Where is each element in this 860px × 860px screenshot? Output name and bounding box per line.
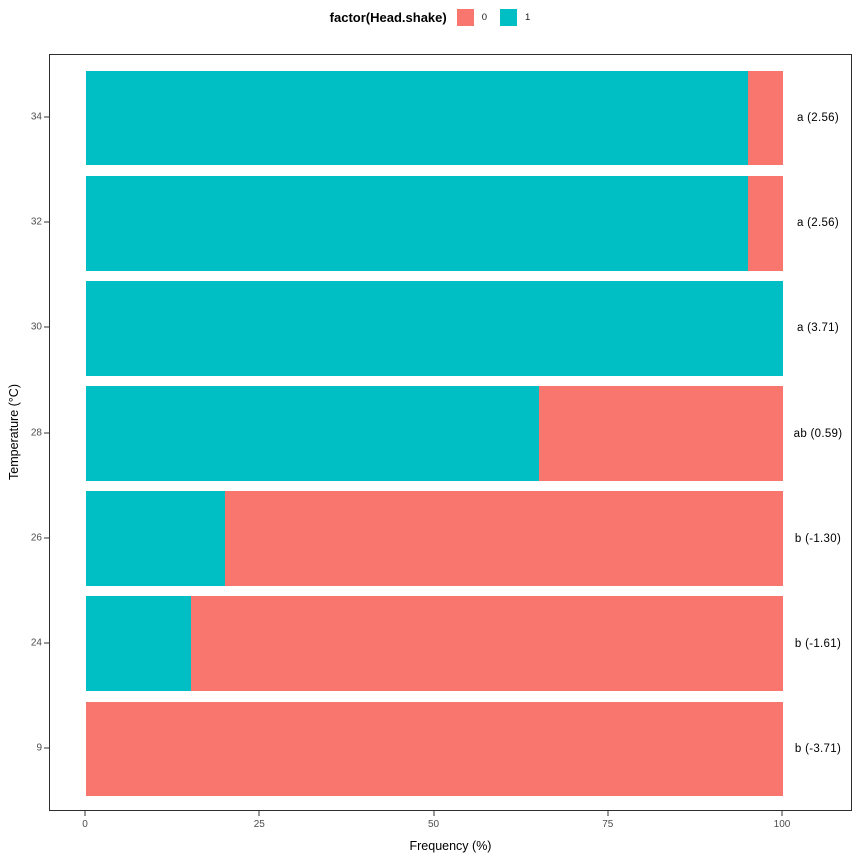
x-axis-tick-label: 0 — [82, 819, 88, 830]
significance-label: b (-3.71) — [794, 742, 842, 755]
y-axis-tick-mark — [44, 537, 49, 539]
bar-row-temp-9 — [86, 701, 783, 797]
x-axis-tick-mark — [84, 811, 86, 816]
legend-item-0: 0 — [456, 9, 488, 26]
bar-segment-shake1 — [86, 491, 226, 586]
y-axis-tick-mark — [44, 642, 49, 644]
bar-segment-shake1 — [86, 175, 749, 271]
x-axis-tick-label: 75 — [602, 819, 614, 830]
bar-row-temp-32 — [86, 175, 783, 271]
y-axis-tick-mark — [44, 221, 49, 223]
y-axis-tick-label: 34 — [30, 111, 42, 123]
x-axis-tick-mark — [781, 811, 783, 816]
legend-item-label: 1 — [525, 12, 531, 23]
bar-segment-shake0 — [86, 701, 783, 797]
legend-swatch-0 — [456, 9, 474, 26]
bar-row-temp-34 — [86, 70, 783, 166]
bar-row-temp-30 — [86, 281, 783, 376]
bar-segment-shake1 — [86, 386, 540, 481]
plot-panel: a (2.56) a (2.56) a (3.71) ab (0.59) b (-1.3… — [49, 54, 852, 811]
legend-item-1: 1 — [500, 9, 530, 26]
y-axis-tick-mark — [44, 116, 49, 118]
legend-title: factor(Head.shake) — [329, 10, 447, 25]
legend-swatch-1 — [500, 9, 518, 26]
y-axis-tick-label: 32 — [30, 216, 42, 228]
x-axis-title: Frequency (%) — [409, 839, 492, 853]
bar-segment-shake1 — [86, 596, 191, 692]
significance-label: a (2.56) — [796, 217, 840, 230]
y-axis-tick-label: 9 — [36, 742, 42, 754]
significance-label: a (2.56) — [796, 112, 840, 125]
bar-segment-shake1 — [86, 281, 783, 376]
bar-row-temp-28 — [86, 386, 783, 481]
bar-segment-shake1 — [86, 70, 749, 166]
significance-label: a (3.71) — [796, 322, 840, 335]
bar-segment-shake0 — [225, 491, 783, 586]
y-axis-tick-mark — [44, 432, 49, 433]
bar-row-temp-24 — [86, 596, 783, 692]
bar-segment-shake0 — [190, 596, 783, 692]
significance-label: ab (0.59) — [793, 427, 843, 440]
legend-item-label: 0 — [481, 12, 488, 23]
x-axis-tick-label: 25 — [253, 819, 265, 830]
bar-segment-shake0 — [539, 386, 783, 481]
bar-segment-shake0 — [748, 175, 783, 271]
y-axis-tick-label: 24 — [30, 637, 42, 649]
x-axis-tick-label: 50 — [427, 819, 440, 830]
bar-segment-shake0 — [748, 70, 783, 166]
x-axis-tick-label: 100 — [773, 819, 791, 830]
significance-label: b (-1.61) — [794, 637, 842, 650]
y-axis-tick-mark — [44, 747, 49, 749]
significance-label: b (-1.30) — [794, 532, 842, 545]
y-axis-tick-label: 26 — [30, 532, 42, 544]
y-axis-tick-mark — [44, 326, 49, 328]
x-axis-tick-mark — [607, 811, 609, 816]
x-axis-tick-mark — [433, 811, 434, 816]
y-axis-tick-label: 28 — [30, 427, 42, 438]
x-axis-tick-mark — [258, 811, 260, 816]
y-axis-tick-label: 30 — [30, 321, 42, 333]
bar-row-temp-26 — [86, 491, 783, 586]
